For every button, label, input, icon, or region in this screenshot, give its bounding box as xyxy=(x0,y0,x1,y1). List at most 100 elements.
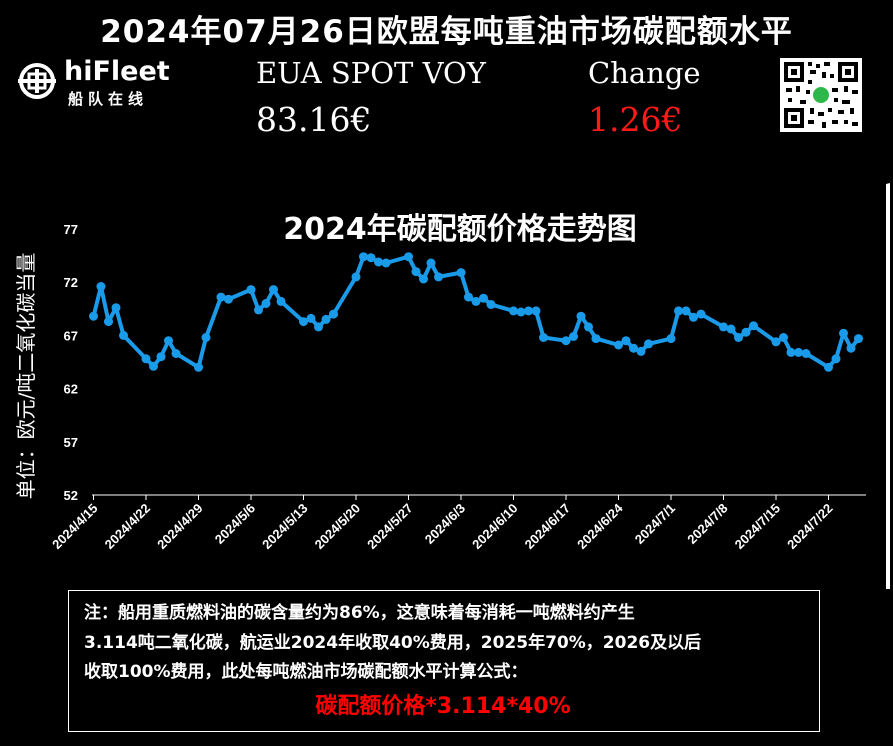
data-point xyxy=(411,267,421,277)
data-point xyxy=(89,311,98,321)
formula-text: 碳配额价格*3.114*40% xyxy=(315,694,571,719)
data-point xyxy=(201,333,211,342)
data-point xyxy=(839,328,848,338)
data-point xyxy=(254,305,263,315)
data-point xyxy=(404,252,413,262)
data-point xyxy=(119,330,128,340)
data-point xyxy=(329,309,338,319)
x-tick-label: 2024/5/13 xyxy=(259,501,311,553)
data-point xyxy=(149,361,158,371)
data-point xyxy=(531,306,541,316)
data-point xyxy=(104,317,113,327)
data-point xyxy=(111,303,121,313)
x-tick-label: 2024/7/22 xyxy=(784,501,836,553)
data-point xyxy=(464,292,473,302)
data-point xyxy=(351,272,361,282)
logo-subtitle: 船队在线 xyxy=(68,90,149,108)
y-tick-label: 52 xyxy=(64,488,78,503)
hifleet-globe-icon xyxy=(18,63,56,99)
data-point xyxy=(629,343,638,353)
data-point xyxy=(471,296,481,306)
data-point xyxy=(224,294,233,304)
price-series-line xyxy=(91,254,861,370)
x-tick-label: 2024/6/24 xyxy=(574,500,626,552)
data-point xyxy=(636,346,646,356)
data-point xyxy=(674,306,683,316)
data-point xyxy=(299,317,308,327)
data-point xyxy=(509,306,518,316)
x-tick-label: 2024/4/22 xyxy=(102,501,154,553)
data-point xyxy=(194,362,203,372)
data-point xyxy=(419,274,428,284)
data-point xyxy=(164,336,173,346)
data-point xyxy=(584,322,593,332)
data-point xyxy=(831,354,841,364)
hifleet-logo: hiFleet 船队在线 xyxy=(18,56,170,108)
data-point xyxy=(824,362,833,372)
data-point xyxy=(561,336,571,346)
x-tick-label: 2024/5/27 xyxy=(364,501,416,553)
data-point xyxy=(374,257,383,267)
data-point xyxy=(276,296,286,306)
price-label: EUA SPOT VOY xyxy=(256,56,486,90)
y-tick-label: 62 xyxy=(64,382,78,397)
data-point xyxy=(846,343,856,353)
data-point xyxy=(141,354,151,364)
data-point xyxy=(366,253,376,263)
data-point xyxy=(621,336,631,346)
note-line-1: 注：船用重质燃料油的碳含量约为86%，这意味着每消耗一吨燃料约产生 xyxy=(84,603,635,623)
data-point xyxy=(591,334,601,344)
chart-panel xyxy=(0,183,890,589)
note-line-3: 收取100%费用，此处每吨燃油市场碳配额水平计算公式： xyxy=(84,662,528,682)
data-point xyxy=(269,285,278,295)
logo-name: hiFleet xyxy=(64,56,170,87)
data-point xyxy=(516,307,526,317)
x-tick-label: 2024/6/10 xyxy=(469,501,521,553)
data-point xyxy=(741,327,751,337)
y-tick-label: 72 xyxy=(64,275,78,290)
y-tick-label: 57 xyxy=(64,435,78,450)
data-point xyxy=(261,299,271,308)
data-point xyxy=(381,258,391,268)
data-point xyxy=(246,285,256,295)
data-point xyxy=(779,333,788,342)
data-point xyxy=(786,347,796,357)
price-value: 83.16€ xyxy=(256,100,372,139)
data-point xyxy=(734,333,743,342)
data-point xyxy=(171,349,181,358)
data-point xyxy=(486,300,496,309)
data-point xyxy=(314,322,323,332)
data-point xyxy=(801,349,811,358)
data-point xyxy=(719,322,728,332)
data-point xyxy=(456,268,466,278)
y-tick-label: 77 xyxy=(64,222,78,237)
data-point xyxy=(306,313,316,323)
x-tick-label: 2024/7/8 xyxy=(684,501,730,547)
page-title: 2024年07月26日欧盟每吨重油市场碳配额水平 xyxy=(100,14,793,50)
y-tick-label: 67 xyxy=(64,328,78,343)
x-tick-label: 2024/5/6 xyxy=(212,501,258,547)
x-tick-label: 2024/7/15 xyxy=(732,501,784,553)
data-point xyxy=(96,282,106,291)
x-tick-label: 2024/6/17 xyxy=(522,501,574,553)
change-label: Change xyxy=(588,56,701,90)
data-point xyxy=(216,292,226,302)
data-point xyxy=(524,306,533,316)
change-value: 1.26€ xyxy=(588,100,683,139)
x-tick-label: 2024/5/20 xyxy=(312,501,364,553)
data-point xyxy=(854,334,863,344)
data-point xyxy=(576,311,586,321)
data-point xyxy=(689,312,698,322)
x-tick-label: 2024/6/3 xyxy=(422,501,468,547)
note-line-2: 3.114吨二氧化碳，航运业2024年收取40%费用，2025年70%，2026… xyxy=(84,633,702,653)
data-point xyxy=(666,334,676,344)
data-point xyxy=(696,309,706,319)
data-point xyxy=(771,337,781,347)
data-point xyxy=(434,272,443,282)
data-point xyxy=(321,314,331,324)
data-point xyxy=(794,347,803,357)
data-point xyxy=(614,340,623,350)
note-box xyxy=(68,590,820,732)
data-point xyxy=(479,293,488,303)
